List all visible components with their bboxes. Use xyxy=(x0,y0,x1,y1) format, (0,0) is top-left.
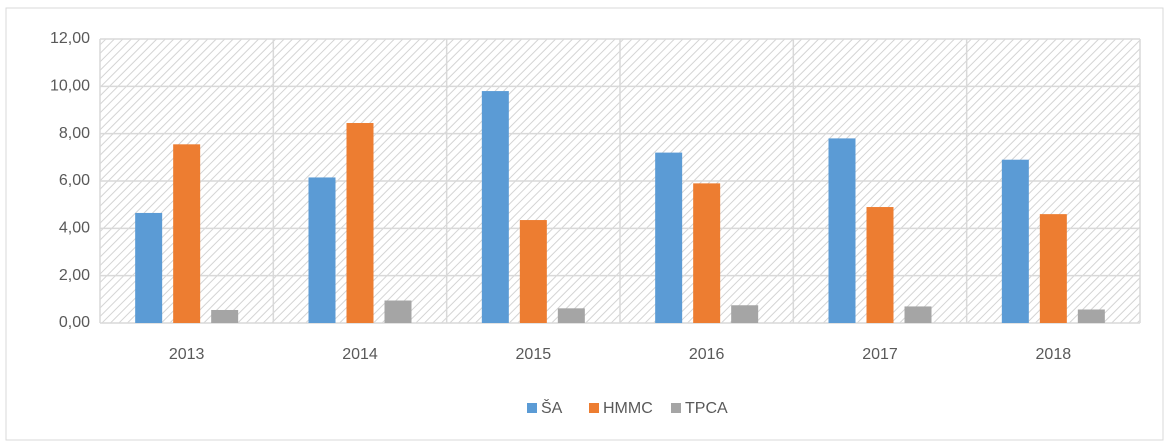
bar xyxy=(655,152,683,323)
y-tick-label: 8,00 xyxy=(59,125,90,142)
bar xyxy=(135,212,163,323)
legend-swatch xyxy=(589,403,599,413)
legend-swatch xyxy=(527,403,537,413)
bar xyxy=(346,123,374,324)
y-tick-label: 6,00 xyxy=(59,172,90,189)
bar xyxy=(1001,159,1029,323)
bar xyxy=(828,138,856,323)
bar xyxy=(866,207,894,323)
legend-label: TPCA xyxy=(685,400,728,417)
x-tick-label: 2014 xyxy=(342,346,378,363)
bar xyxy=(211,309,239,323)
y-tick-label: 12,00 xyxy=(50,30,90,47)
legend-label: HMMC xyxy=(603,400,653,417)
bar xyxy=(557,308,585,323)
bar xyxy=(308,177,336,323)
x-tick-label: 2016 xyxy=(689,346,725,363)
legend-label: ŠA xyxy=(541,398,563,417)
bar xyxy=(1077,309,1105,323)
bar xyxy=(173,144,201,323)
bar xyxy=(904,306,932,323)
bar xyxy=(731,305,759,323)
x-tick-label: 2013 xyxy=(169,346,205,363)
y-tick-label: 0,00 xyxy=(59,314,90,331)
y-tick-label: 10,00 xyxy=(50,78,90,95)
x-tick-label: 2015 xyxy=(516,346,552,363)
x-tick-label: 2018 xyxy=(1036,346,1072,363)
bar xyxy=(519,220,547,323)
x-tick-label: 2017 xyxy=(862,346,898,363)
legend-swatch xyxy=(671,403,681,413)
y-tick-label: 4,00 xyxy=(59,220,90,237)
bar xyxy=(384,300,412,323)
bar xyxy=(1039,214,1067,323)
bar xyxy=(693,183,721,323)
y-tick-label: 2,00 xyxy=(59,267,90,284)
bar xyxy=(481,91,509,323)
